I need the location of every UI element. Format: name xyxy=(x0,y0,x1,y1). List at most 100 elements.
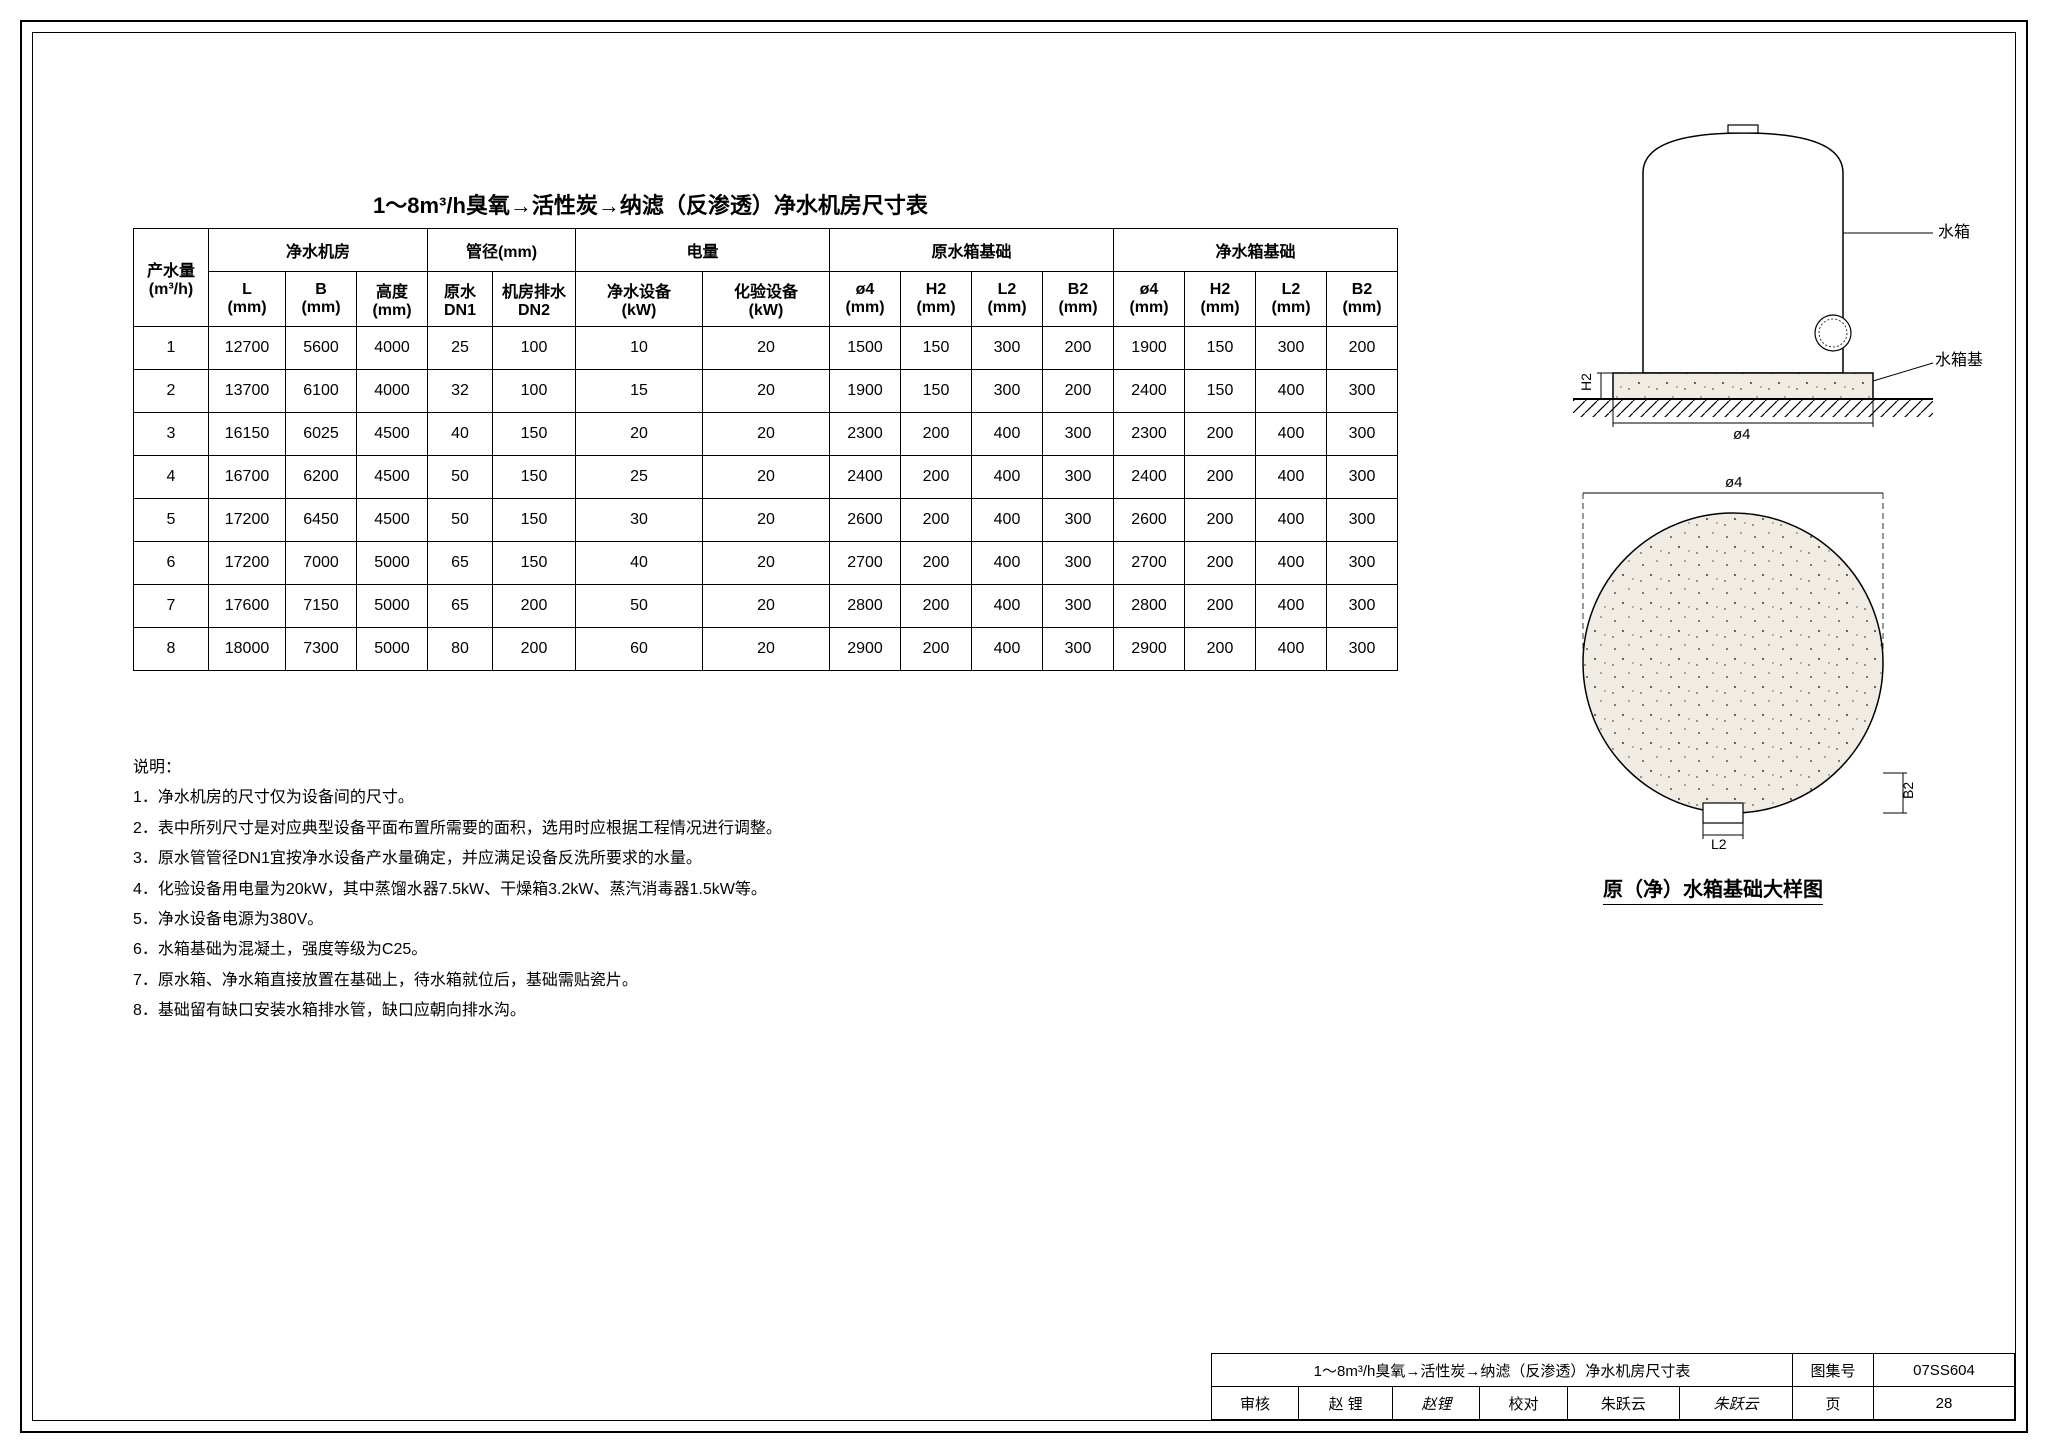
table-cell: 300 xyxy=(1327,585,1398,628)
table-cell: 300 xyxy=(1043,542,1114,585)
table-cell: 300 xyxy=(1043,628,1114,671)
table-cell: 300 xyxy=(1327,456,1398,499)
drawing-sheet: 1～8m³/h臭氧→活性炭→纳滤（反渗透）净水机房尺寸表 产水量(m³/h) 净… xyxy=(20,20,2028,1433)
table-cell: 7000 xyxy=(286,542,357,585)
header-sub-row: L(mm) B(mm) 高度(mm) 原水DN1 机房排水DN2 净水设备(kW… xyxy=(134,272,1398,327)
table-cell: 2700 xyxy=(830,542,901,585)
tb-checker-sig: 朱跃云 xyxy=(1680,1387,1793,1420)
table-cell: 150 xyxy=(493,413,576,456)
table-cell: 400 xyxy=(972,456,1043,499)
tb-reviewer: 赵 锂 xyxy=(1299,1387,1393,1420)
table-cell: 20 xyxy=(703,628,830,671)
diagram-caption: 原（净）水箱基础大样图 xyxy=(1603,873,1823,905)
table-cell: 7300 xyxy=(286,628,357,671)
notes-block: 说明： 1．净水机房的尺寸仅为设备间的尺寸。2．表中所列尺寸是对应典型设备平面布… xyxy=(133,753,782,1027)
table-cell: 150 xyxy=(493,456,576,499)
dim-l2: L2 xyxy=(1711,836,1727,852)
dim-phi4-side: ø4 xyxy=(1733,426,1751,443)
table-cell: 200 xyxy=(901,413,972,456)
table-cell: 10 xyxy=(576,327,703,370)
sub-r-b2: B2(mm) xyxy=(1043,272,1114,327)
table-cell: 200 xyxy=(901,499,972,542)
table-cell: 300 xyxy=(1043,585,1114,628)
table-cell: 2300 xyxy=(830,413,901,456)
table-cell: 4500 xyxy=(357,413,428,456)
table-cell: 400 xyxy=(972,628,1043,671)
table-cell: 16150 xyxy=(209,413,286,456)
table-cell: 150 xyxy=(1185,370,1256,413)
table-cell: 300 xyxy=(1327,628,1398,671)
table-cell: 2800 xyxy=(830,585,901,628)
table-cell: 20 xyxy=(703,499,830,542)
table-cell: 2400 xyxy=(1114,456,1185,499)
table-cell: 400 xyxy=(1256,542,1327,585)
table-cell: 400 xyxy=(972,413,1043,456)
table-cell: 2900 xyxy=(1114,628,1185,671)
table-cell: 1500 xyxy=(830,327,901,370)
table-cell: 20 xyxy=(703,456,830,499)
note-item: 8．基础留有缺口安装水箱排水管，缺口应朝向排水沟。 xyxy=(133,996,782,1026)
table-cell: 2 xyxy=(134,370,209,413)
table-cell: 80 xyxy=(428,628,493,671)
sub-r-phi: ø4(mm) xyxy=(830,272,901,327)
table-cell: 1900 xyxy=(830,370,901,413)
table-cell: 400 xyxy=(1256,499,1327,542)
table-cell: 4500 xyxy=(357,499,428,542)
table-cell: 2700 xyxy=(1114,542,1185,585)
table-cell: 300 xyxy=(1043,456,1114,499)
sub-c-b2: B2(mm) xyxy=(1327,272,1398,327)
table-cell: 400 xyxy=(1256,628,1327,671)
table-cell: 17200 xyxy=(209,542,286,585)
note-item: 5．净水设备电源为380V。 xyxy=(133,905,782,935)
table-cell: 300 xyxy=(1327,499,1398,542)
table-cell: 6 xyxy=(134,542,209,585)
table-cell: 200 xyxy=(1185,413,1256,456)
table-cell: 17600 xyxy=(209,585,286,628)
note-item: 1．净水机房的尺寸仅为设备间的尺寸。 xyxy=(133,783,782,813)
sub-r-l2: L2(mm) xyxy=(972,272,1043,327)
sub-L: L(mm) xyxy=(209,272,286,327)
table-cell: 200 xyxy=(493,628,576,671)
grp-cleanbase: 净水箱基础 xyxy=(1114,229,1398,272)
table-cell: 25 xyxy=(576,456,703,499)
table-body: 1127005600400025100102015001503002001900… xyxy=(134,327,1398,671)
table-cell: 40 xyxy=(428,413,493,456)
table-cell: 5600 xyxy=(286,327,357,370)
table-cell: 2800 xyxy=(1114,585,1185,628)
table-row: 4167006200450050150252024002004003002400… xyxy=(134,456,1398,499)
table-cell: 200 xyxy=(1185,499,1256,542)
table-cell: 12700 xyxy=(209,327,286,370)
note-item: 4．化验设备用电量为20kW，其中蒸馏水器7.5kW、干燥箱3.2kW、蒸汽消毒… xyxy=(133,875,782,905)
table-cell: 20 xyxy=(703,585,830,628)
sub-kW2: 化验设备(kW) xyxy=(703,272,830,327)
table-cell: 15 xyxy=(576,370,703,413)
table-cell: 300 xyxy=(972,370,1043,413)
note-item: 2．表中所列尺寸是对应典型设备平面布置所需要的面积，选用时应根据工程情况进行调整… xyxy=(133,814,782,844)
tb-drawing-title: 1～8m³/h臭氧→活性炭→纳滤（反渗透）净水机房尺寸表 xyxy=(1212,1354,1793,1387)
table-cell: 2300 xyxy=(1114,413,1185,456)
sub-r-h2: H2(mm) xyxy=(901,272,972,327)
table-cell: 6200 xyxy=(286,456,357,499)
table-cell: 400 xyxy=(1256,456,1327,499)
table-cell: 200 xyxy=(901,628,972,671)
table-cell: 4 xyxy=(134,456,209,499)
title-block: 1～8m³/h臭氧→活性炭→纳滤（反渗透）净水机房尺寸表 图集号 07SS604… xyxy=(1211,1353,2015,1420)
tb-page-label: 页 xyxy=(1793,1387,1874,1420)
table-cell: 200 xyxy=(1043,370,1114,413)
table-cell: 4000 xyxy=(357,370,428,413)
dim-b2: B2 xyxy=(1900,782,1916,799)
table-cell: 65 xyxy=(428,585,493,628)
table-cell: 20 xyxy=(703,542,830,585)
table-cell: 5 xyxy=(134,499,209,542)
table-cell: 7 xyxy=(134,585,209,628)
table-cell: 18000 xyxy=(209,628,286,671)
sub-DN1: 原水DN1 xyxy=(428,272,493,327)
table-cell: 200 xyxy=(901,542,972,585)
table-cell: 400 xyxy=(972,542,1043,585)
sub-c-phi: ø4(mm) xyxy=(1114,272,1185,327)
table-cell: 20 xyxy=(703,413,830,456)
table-cell: 3 xyxy=(134,413,209,456)
inner-frame: 1～8m³/h臭氧→活性炭→纳滤（反渗透）净水机房尺寸表 产水量(m³/h) 净… xyxy=(32,32,2016,1421)
table-cell: 1 xyxy=(134,327,209,370)
table-cell: 4500 xyxy=(357,456,428,499)
